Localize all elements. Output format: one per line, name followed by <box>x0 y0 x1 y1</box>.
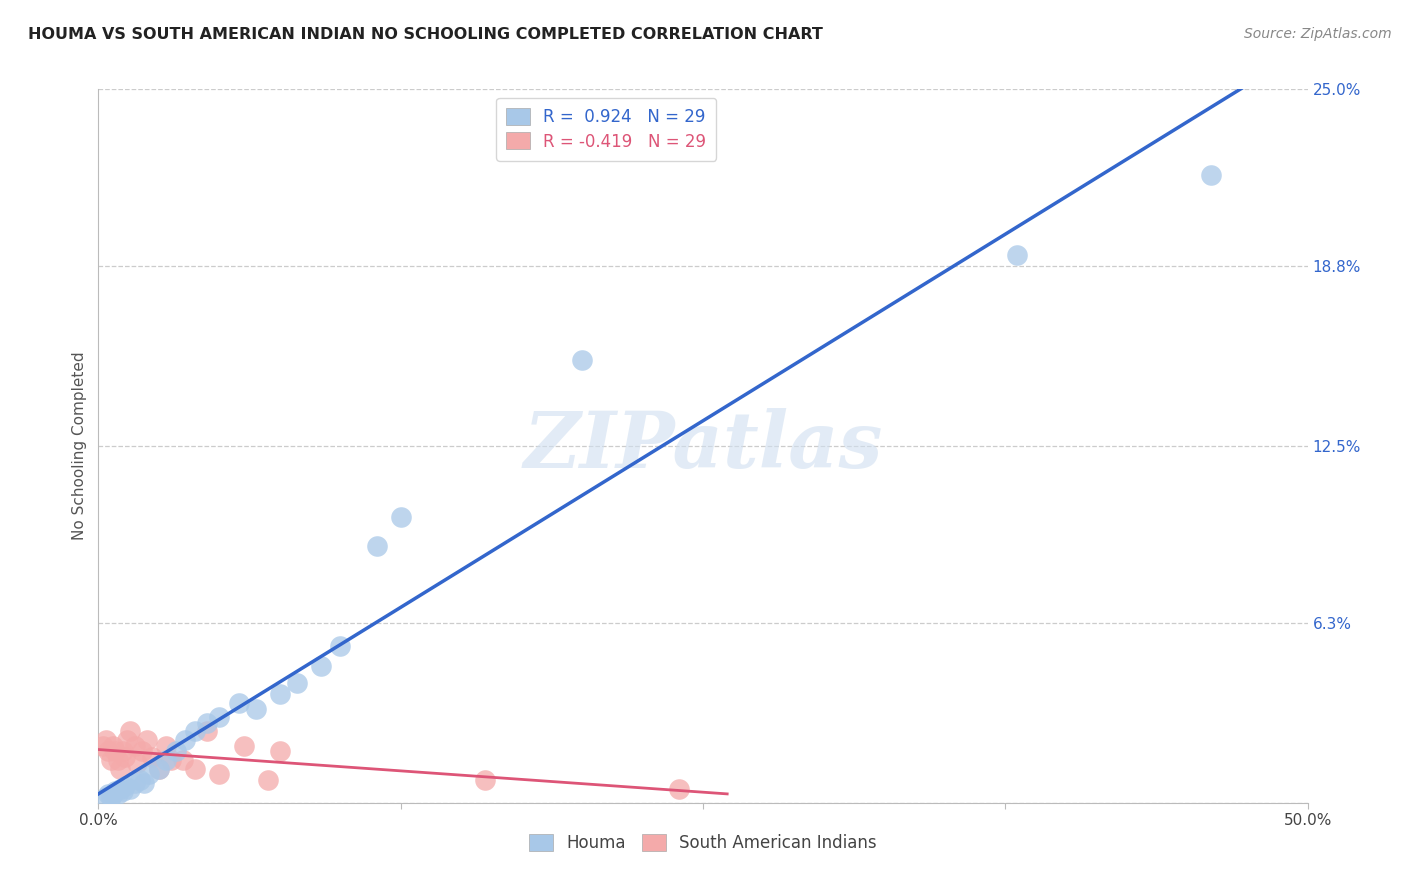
Point <box>184 724 207 739</box>
Legend: Houma, South American Indians: Houma, South American Indians <box>523 827 883 859</box>
Point <box>127 756 149 770</box>
Point <box>100 753 122 767</box>
Point <box>91 739 114 753</box>
Point <box>124 739 146 753</box>
Point <box>108 762 131 776</box>
Point <box>668 781 690 796</box>
Point <box>195 724 218 739</box>
Point <box>100 790 122 805</box>
Point <box>366 539 388 553</box>
Point <box>309 658 332 673</box>
Point <box>269 687 291 701</box>
Point <box>134 776 156 790</box>
Point <box>107 753 129 767</box>
Point <box>101 739 124 753</box>
Point <box>141 750 163 764</box>
Point <box>118 724 141 739</box>
Text: HOUMA VS SOUTH AMERICAN INDIAN NO SCHOOLING COMPLETED CORRELATION CHART: HOUMA VS SOUTH AMERICAN INDIAN NO SCHOOL… <box>28 27 823 42</box>
Point <box>256 772 278 787</box>
Point <box>117 733 139 747</box>
Point <box>97 744 120 758</box>
Y-axis label: No Schooling Completed: No Schooling Completed <box>72 351 87 541</box>
Point <box>131 744 153 758</box>
Point <box>245 701 267 715</box>
Point <box>174 733 197 747</box>
Point <box>184 762 207 776</box>
Point <box>97 787 120 801</box>
Point <box>118 781 141 796</box>
Text: ZIPatlas: ZIPatlas <box>523 408 883 484</box>
Point <box>1199 168 1222 182</box>
Point <box>389 510 412 524</box>
Point <box>1007 248 1029 262</box>
Point <box>160 753 183 767</box>
Point <box>135 733 157 747</box>
Point <box>101 787 124 801</box>
Point <box>94 790 117 805</box>
Point <box>329 639 352 653</box>
Point <box>165 744 187 758</box>
Point <box>108 781 131 796</box>
Point <box>114 750 136 764</box>
Point <box>285 676 308 690</box>
Point <box>208 767 231 781</box>
Point <box>232 739 254 753</box>
Point <box>155 753 177 767</box>
Point <box>128 772 150 787</box>
Point <box>124 776 146 790</box>
Point <box>138 767 160 781</box>
Point <box>148 762 170 776</box>
Point <box>155 739 177 753</box>
Point <box>228 696 250 710</box>
Point <box>195 715 218 730</box>
Point <box>111 784 134 798</box>
Point <box>107 787 129 801</box>
Point <box>571 353 593 368</box>
Point <box>148 762 170 776</box>
Point <box>208 710 231 724</box>
Point <box>94 733 117 747</box>
Point <box>104 744 127 758</box>
Point <box>114 779 136 793</box>
Point <box>111 744 134 758</box>
Point <box>104 784 127 798</box>
Point <box>474 772 496 787</box>
Point <box>269 744 291 758</box>
Text: Source: ZipAtlas.com: Source: ZipAtlas.com <box>1244 27 1392 41</box>
Point <box>172 753 194 767</box>
